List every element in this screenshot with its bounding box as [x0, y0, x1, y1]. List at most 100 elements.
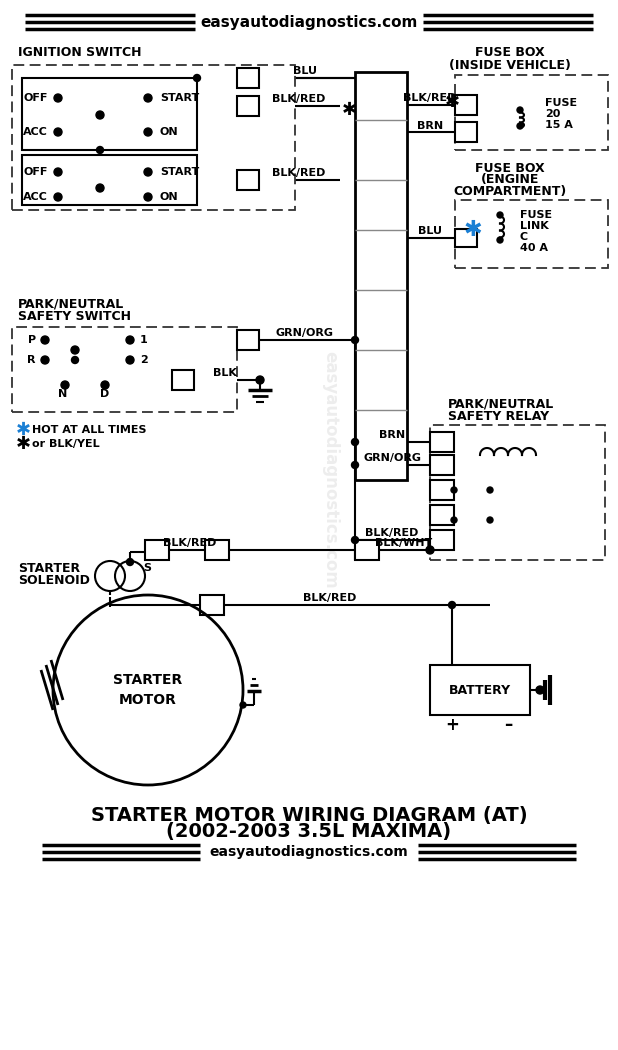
Text: BLU: BLU	[293, 66, 317, 76]
Circle shape	[536, 686, 544, 694]
Circle shape	[54, 168, 62, 176]
Circle shape	[144, 128, 152, 136]
Text: BLK/RED: BLK/RED	[163, 538, 217, 548]
Circle shape	[41, 336, 49, 344]
Text: BLK/RED: BLK/RED	[303, 593, 357, 603]
Text: BATTERY: BATTERY	[449, 684, 511, 696]
Bar	[237, 68, 259, 88]
Circle shape	[127, 559, 133, 566]
Circle shape	[144, 94, 152, 102]
Text: (ENGINE: (ENGINE	[481, 173, 539, 187]
Circle shape	[451, 487, 457, 494]
Text: ✱: ✱	[341, 101, 357, 119]
Text: GRN/ORG: GRN/ORG	[276, 328, 334, 338]
Text: D: D	[100, 388, 109, 399]
Text: STARTER: STARTER	[113, 673, 183, 687]
Text: ACC: ACC	[23, 127, 48, 136]
Bar	[455, 200, 608, 268]
Text: 40 A: 40 A	[520, 243, 548, 253]
Text: +: +	[445, 716, 459, 734]
Text: –: –	[504, 716, 512, 734]
Text: GRN/ORG: GRN/ORG	[363, 453, 421, 463]
Text: FUSE: FUSE	[520, 210, 552, 220]
Text: R: R	[27, 355, 36, 365]
Bar	[455, 75, 608, 150]
Text: LINK: LINK	[520, 220, 549, 231]
Circle shape	[126, 356, 134, 364]
Circle shape	[352, 462, 358, 468]
Bar	[430, 425, 605, 560]
Circle shape	[96, 147, 103, 153]
Circle shape	[517, 107, 523, 113]
Text: C: C	[520, 232, 528, 242]
Text: ✱: ✱	[16, 421, 31, 439]
Text: BLK/RED: BLK/RED	[273, 94, 326, 104]
Bar	[22, 155, 197, 205]
Circle shape	[517, 123, 523, 129]
Text: BLK: BLK	[213, 368, 237, 378]
Text: SAFETY RELAY: SAFETY RELAY	[448, 411, 549, 423]
Text: (INSIDE VEHICLE): (INSIDE VEHICLE)	[449, 59, 571, 71]
Bar	[455, 122, 477, 142]
Text: easyautodiagnostics.com: easyautodiagnostics.com	[210, 845, 408, 859]
Text: or BLK/YEL: or BLK/YEL	[32, 439, 99, 449]
Text: START: START	[160, 93, 199, 103]
Text: BLU: BLU	[418, 226, 442, 236]
Circle shape	[61, 381, 69, 388]
Text: START: START	[160, 167, 199, 177]
Bar	[145, 540, 169, 560]
Circle shape	[497, 237, 503, 243]
Circle shape	[256, 376, 264, 384]
Text: ON: ON	[160, 192, 179, 202]
Text: IGNITION SWITCH: IGNITION SWITCH	[18, 46, 142, 60]
Text: BRN: BRN	[417, 121, 443, 131]
Text: S: S	[143, 563, 151, 573]
Text: STARTER: STARTER	[18, 562, 80, 574]
Circle shape	[352, 336, 358, 343]
Text: FUSE BOX: FUSE BOX	[475, 162, 545, 174]
Text: BLK/WHT: BLK/WHT	[375, 538, 433, 548]
Bar	[455, 229, 477, 247]
Text: N: N	[58, 388, 67, 399]
Bar	[355, 540, 379, 560]
Bar	[172, 370, 194, 390]
Text: BRN: BRN	[379, 430, 405, 440]
Text: PARK/NEUTRAL: PARK/NEUTRAL	[448, 398, 554, 411]
Bar	[430, 432, 454, 452]
Circle shape	[497, 212, 503, 218]
Bar	[237, 170, 259, 190]
Circle shape	[72, 357, 78, 363]
Text: MOTOR: MOTOR	[119, 693, 177, 707]
Circle shape	[96, 111, 104, 119]
Text: COMPARTMENT): COMPARTMENT)	[454, 186, 567, 198]
Text: 1: 1	[140, 335, 148, 345]
Bar	[12, 327, 237, 412]
Text: OFF: OFF	[23, 167, 48, 177]
Text: 15 A: 15 A	[545, 120, 573, 130]
Bar	[430, 480, 454, 500]
Circle shape	[487, 517, 493, 523]
Text: HOT AT ALL TIMES: HOT AT ALL TIMES	[32, 425, 146, 435]
Circle shape	[96, 184, 104, 192]
Text: ACC: ACC	[23, 192, 48, 202]
Text: 2: 2	[140, 355, 148, 365]
Circle shape	[451, 517, 457, 523]
Circle shape	[54, 128, 62, 136]
Bar	[12, 65, 295, 210]
Text: SAFETY SWITCH: SAFETY SWITCH	[18, 311, 131, 323]
Text: 20: 20	[545, 109, 561, 119]
Text: ✱: ✱	[16, 435, 31, 453]
Bar	[430, 505, 454, 525]
Text: ✱: ✱	[464, 220, 482, 240]
Bar	[455, 94, 477, 116]
Bar	[430, 530, 454, 550]
Circle shape	[487, 487, 493, 494]
Text: BLK/RED: BLK/RED	[365, 528, 418, 538]
Text: ON: ON	[160, 127, 179, 136]
Text: P: P	[28, 335, 36, 345]
Bar	[200, 595, 224, 615]
Text: FUSE: FUSE	[545, 98, 577, 108]
Bar	[205, 540, 229, 560]
Circle shape	[144, 168, 152, 176]
Circle shape	[352, 439, 358, 445]
